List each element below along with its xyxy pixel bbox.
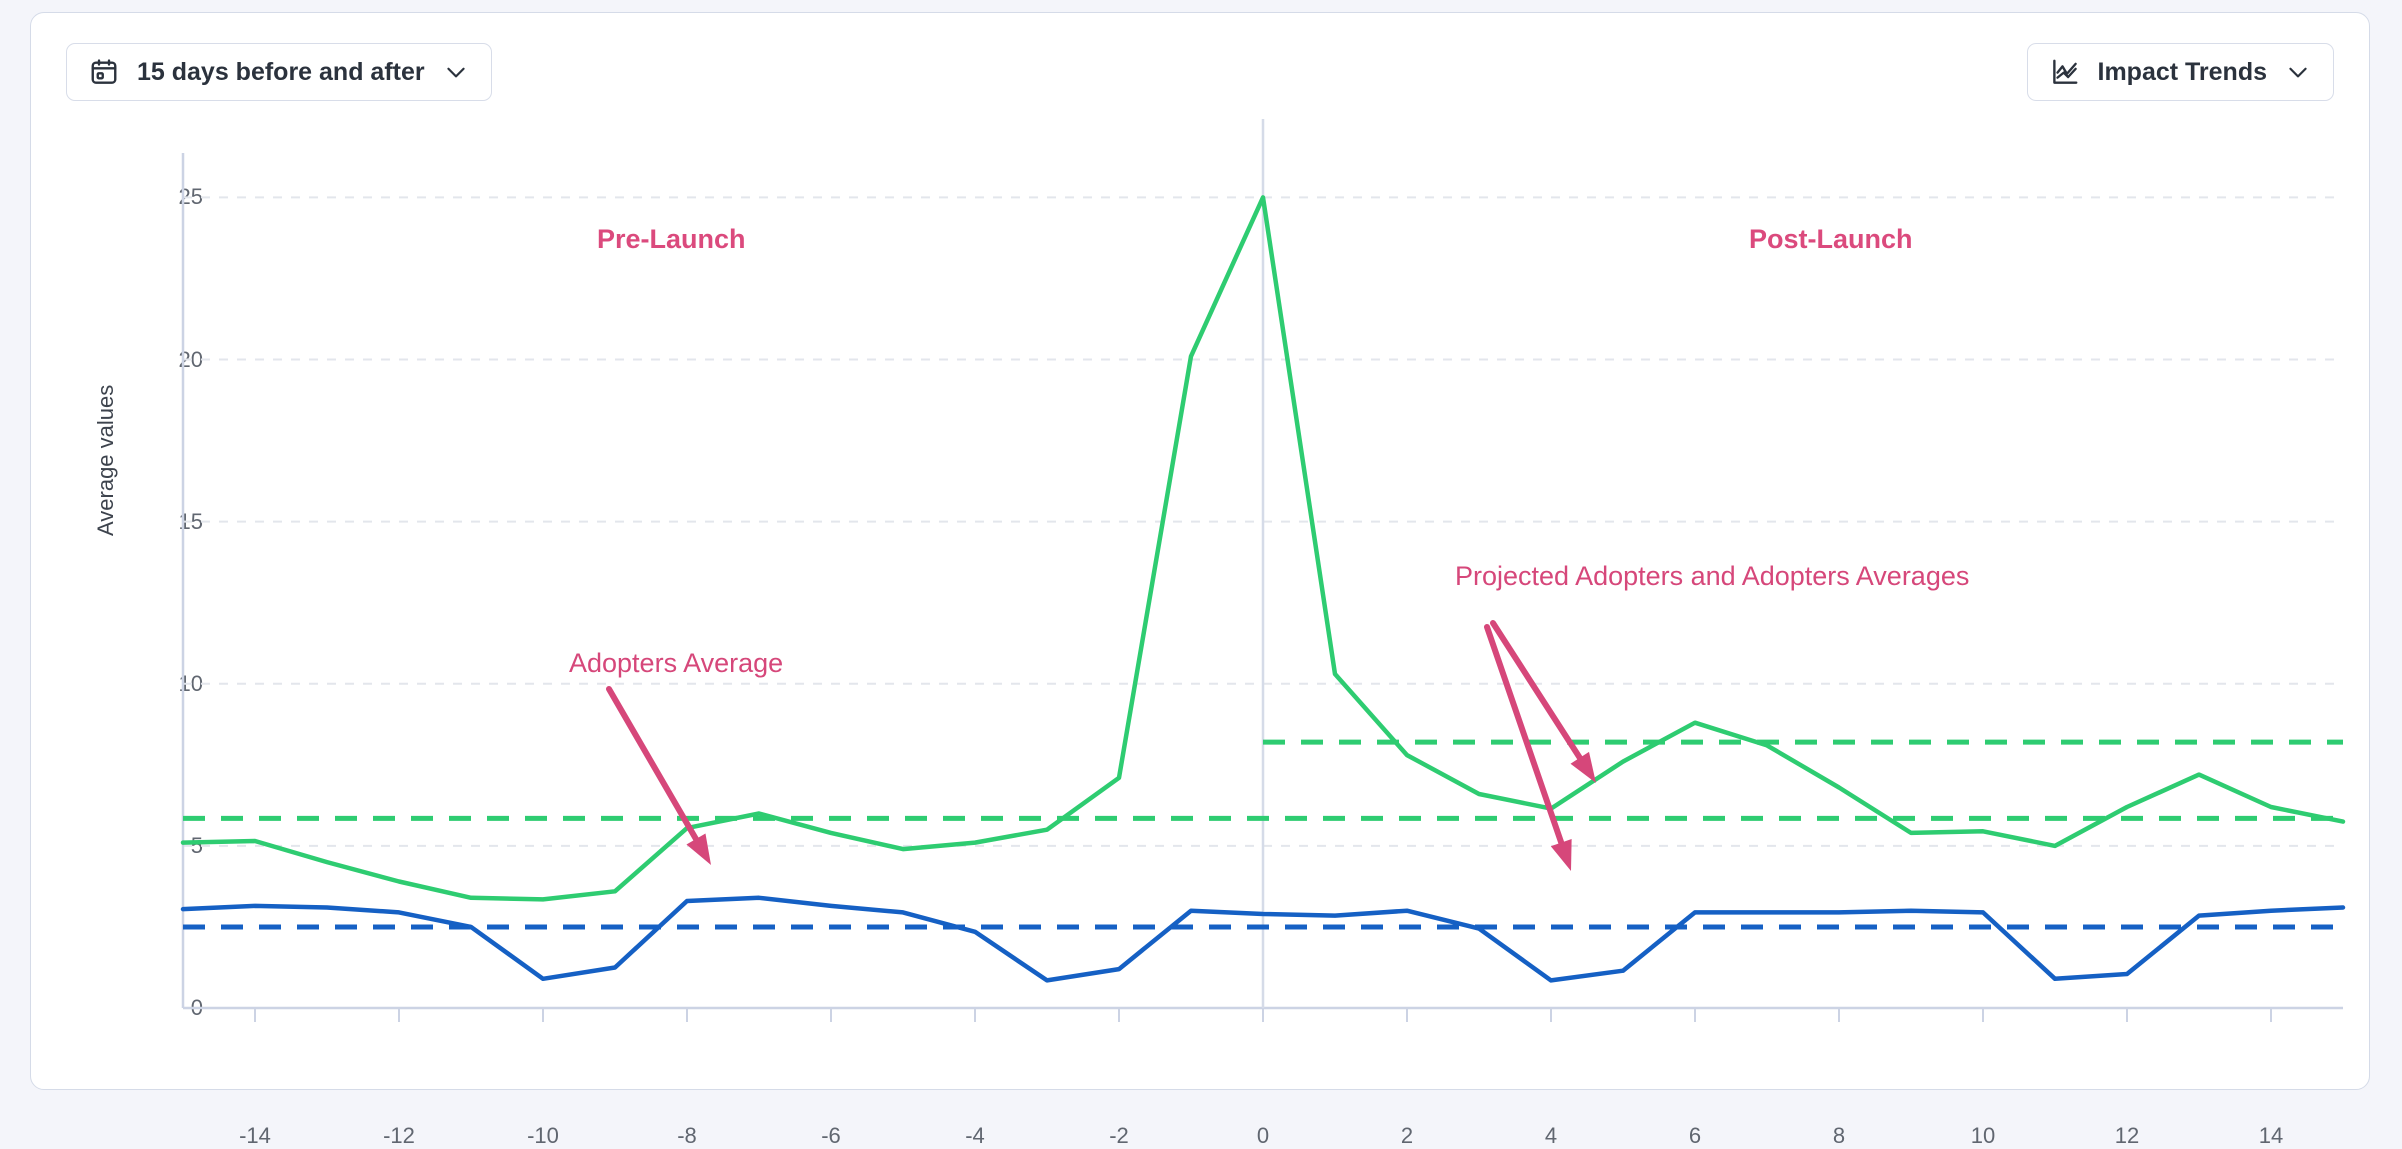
- impact-trends-card: 15 days before and after Impact Trends: [30, 12, 2370, 1148]
- x-tick-label: 10: [1970, 1123, 1996, 1148]
- y-tick-label: 5: [190, 832, 203, 858]
- x-tick-label: 8: [1832, 1123, 1846, 1148]
- chart-svg: [180, 119, 2346, 1022]
- projected-adopters-label: Projected Adopters and Adopters Averages: [1455, 561, 1970, 591]
- x-tick-label: 14: [2258, 1123, 2284, 1148]
- metric-selector-label: Impact Trends: [2097, 57, 2268, 86]
- x-tick-label: 6: [1688, 1123, 1702, 1148]
- x-tick-label: 0: [1256, 1123, 1270, 1148]
- projected-adopters-arrow-right: [1490, 620, 1583, 761]
- series-line: [180, 195, 2346, 902]
- pre-launch-label: Pre-Launch: [597, 224, 746, 254]
- adopters-average-arrow-head: [686, 833, 711, 865]
- calendar-icon: [89, 57, 119, 87]
- x-tick-label: 4: [1544, 1123, 1558, 1148]
- adopters-average-arrow: [606, 686, 699, 843]
- x-tick-label: -12: [383, 1123, 415, 1148]
- series-line: [180, 895, 2346, 983]
- chart-area: Average values 0510152025 -14-12-10-8-6-…: [31, 111, 2369, 1148]
- date-range-label: 15 days before and after: [137, 57, 425, 86]
- post-launch-label: Post-Launch: [1749, 224, 1913, 254]
- adopters-average-label: Adopters Average: [569, 648, 784, 678]
- chart-toolbar: 15 days before and after Impact Trends: [31, 13, 2369, 111]
- x-tick-label: -6: [821, 1123, 841, 1148]
- chevron-down-icon: [443, 59, 469, 85]
- projected-adopters-arrow-down: [1484, 624, 1565, 846]
- x-tick-label: 12: [2114, 1123, 2140, 1148]
- line-chart-icon: [2050, 57, 2080, 87]
- x-tick-label: -14: [239, 1123, 271, 1148]
- x-tick-label: -10: [527, 1123, 559, 1148]
- x-tick-label: -8: [677, 1123, 697, 1148]
- chevron-down-icon: [2285, 59, 2311, 85]
- metric-selector-button[interactable]: Impact Trends: [2026, 43, 2334, 101]
- projected-adopters-arrow-right-head: [1570, 751, 1596, 783]
- x-tick-label: -2: [1109, 1123, 1129, 1148]
- x-tick-label: 2: [1400, 1123, 1414, 1148]
- projected-adopters-arrow-down-head: [1550, 839, 1572, 871]
- date-range-button[interactable]: 15 days before and after: [66, 43, 492, 101]
- x-tick-label: -4: [965, 1123, 985, 1148]
